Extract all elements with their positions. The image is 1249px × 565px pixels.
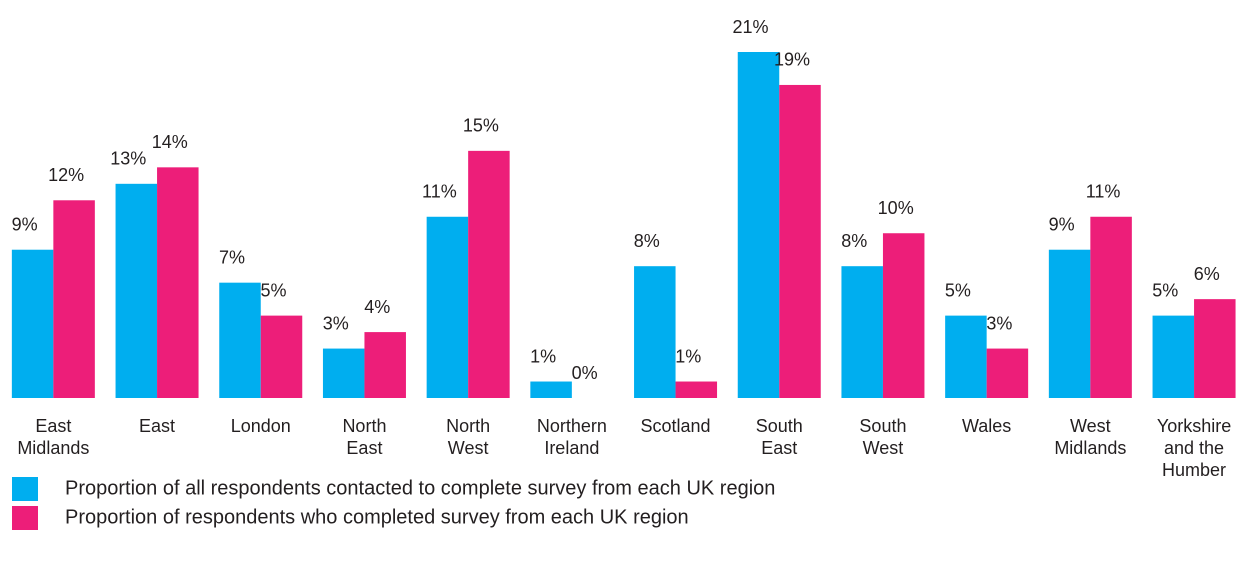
x-tick-label: West Midlands	[1054, 416, 1126, 458]
value-label: 11%	[1086, 182, 1121, 202]
x-tick-label: Northern Ireland	[537, 416, 607, 458]
x-tick-label: East	[139, 416, 175, 436]
value-label: 11%	[422, 182, 457, 202]
x-tick-label: Scotland	[641, 416, 711, 436]
bar	[11, 249, 54, 398]
bar	[1048, 249, 1091, 398]
legend-label: Proportion of respondents who completed …	[65, 506, 689, 528]
legend-swatch	[12, 506, 38, 530]
value-label: 9%	[12, 214, 38, 234]
value-label: 5%	[260, 280, 286, 300]
x-tick-label: North West	[446, 416, 490, 458]
value-label: 14%	[152, 132, 188, 152]
bar	[426, 216, 469, 398]
x-tick-label: Wales	[962, 416, 1011, 436]
value-label: 8%	[634, 231, 660, 251]
value-label: 5%	[945, 280, 971, 300]
bar	[986, 348, 1029, 398]
value-label: 3%	[323, 313, 349, 333]
x-tick-label: London	[231, 416, 291, 436]
value-label: 10%	[878, 198, 914, 218]
bar	[882, 233, 925, 398]
value-label: 7%	[219, 247, 245, 267]
bar	[1152, 315, 1195, 398]
x-tick-label: North East	[342, 416, 386, 458]
value-label: 8%	[841, 231, 867, 251]
value-label: 6%	[1194, 264, 1220, 284]
value-label: 1%	[530, 346, 556, 366]
x-tick-label: Yorkshire and the Humber	[1157, 416, 1231, 480]
value-label: 12%	[48, 165, 84, 185]
legend-label: Proportion of all respondents contacted …	[65, 477, 775, 499]
bar	[1194, 299, 1236, 398]
bar	[634, 266, 676, 398]
value-label: 3%	[986, 313, 1012, 333]
bar	[530, 381, 572, 398]
value-label: 5%	[1152, 280, 1178, 300]
bar	[115, 183, 158, 398]
x-tick-label: East Midlands	[17, 416, 89, 458]
bar	[1090, 216, 1132, 398]
bar	[737, 52, 780, 398]
bar	[779, 84, 821, 398]
value-label: 13%	[110, 149, 146, 169]
bar	[364, 332, 406, 398]
bar	[468, 150, 510, 398]
bar	[260, 315, 303, 398]
bar	[322, 348, 365, 398]
bar	[945, 315, 987, 398]
value-label: 15%	[463, 116, 499, 136]
value-label: 21%	[732, 17, 768, 37]
x-tick-label: South East	[756, 416, 803, 458]
x-tick-label: South West	[859, 416, 906, 458]
value-label: 9%	[1049, 214, 1075, 234]
value-label: 19%	[774, 50, 810, 70]
bar	[675, 381, 718, 398]
bar	[219, 282, 261, 398]
value-label: 4%	[364, 297, 390, 317]
bar	[841, 266, 883, 398]
legend-swatch	[12, 477, 38, 501]
value-label: 1%	[675, 346, 701, 366]
bar	[53, 200, 95, 398]
bar	[157, 167, 199, 398]
value-label: 0%	[572, 363, 598, 383]
